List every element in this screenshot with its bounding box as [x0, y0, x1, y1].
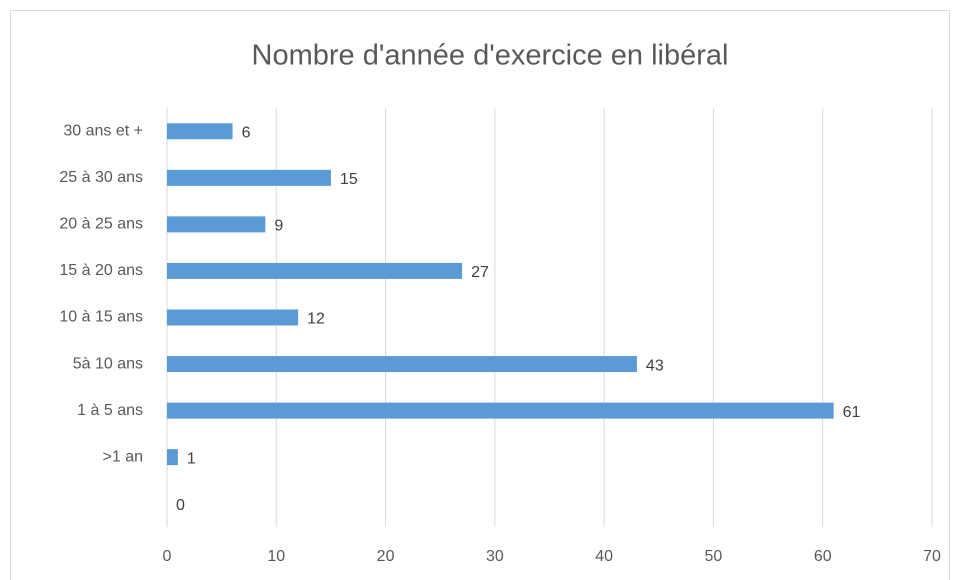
y-tick-label: 30 ans et +	[63, 122, 143, 139]
x-tick-label: 40	[595, 548, 613, 565]
value-label: 43	[646, 357, 664, 374]
value-label: 1	[187, 450, 196, 467]
value-label: 61	[843, 404, 861, 421]
value-label: 15	[340, 171, 358, 188]
y-tick-label: 15 à 20 ans	[59, 262, 143, 279]
value-label: 6	[242, 124, 251, 141]
chart-title: Nombre d'année d'exercice en libéral	[252, 40, 729, 72]
x-tick-label: 30	[486, 548, 504, 565]
bar	[167, 169, 331, 186]
value-label: 9	[274, 218, 283, 235]
bar	[167, 449, 178, 466]
x-tick-label: 60	[814, 548, 832, 565]
y-tick-label: 20 à 25 ans	[59, 216, 143, 233]
y-tick-label: 1 à 5 ans	[77, 402, 143, 419]
bar	[167, 309, 299, 326]
x-tick-label: 0	[163, 548, 172, 565]
x-tick-label: 70	[923, 548, 941, 565]
bar	[167, 402, 834, 419]
bar	[167, 356, 637, 373]
value-label: 0	[176, 497, 185, 514]
value-label: 12	[307, 311, 325, 328]
value-label: 27	[471, 264, 489, 281]
y-tick-label: >1 an	[103, 448, 143, 465]
x-tick-label: 20	[377, 548, 395, 565]
bar	[167, 262, 463, 279]
x-tick-label: 10	[267, 548, 285, 565]
chart-border	[10, 10, 950, 580]
y-tick-label: 5à 10 ans	[73, 355, 143, 372]
y-tick-label: 25 à 30 ans	[59, 169, 143, 186]
bar	[167, 216, 266, 233]
y-tick-label: 10 à 15 ans	[59, 309, 143, 326]
x-tick-label: 50	[705, 548, 723, 565]
bar	[167, 123, 233, 140]
